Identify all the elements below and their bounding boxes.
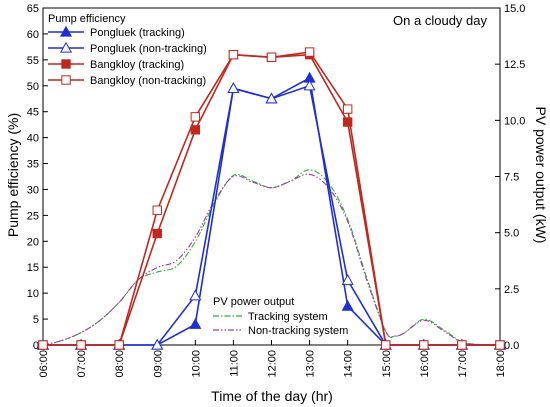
y-tick-label: 55	[27, 55, 39, 67]
data-point-marker	[114, 340, 124, 350]
y-tick-label: 45	[27, 107, 39, 119]
legend-entry-label: Bangkloy (tracking)	[90, 59, 184, 71]
data-point-marker	[189, 318, 202, 329]
data-point-marker	[61, 75, 71, 85]
y-tick-label: 65	[27, 3, 39, 15]
legend-layer: Pump efficiency Pongluek (tracking) Ponglu…	[48, 13, 348, 337]
data-point-marker	[152, 228, 162, 239]
axes-layer: 0 5 10 15 20 25 30 35 40 45 50 55 60 65 0.0 2.5 5.0 7.5 10…	[27, 3, 526, 378]
y2-tick-label: 15.0	[504, 3, 525, 15]
x-tick-label: 14:00	[343, 350, 355, 378]
y-tick-label: 40	[27, 133, 39, 145]
data-point-marker	[304, 47, 315, 57]
y-tick-label: 20	[27, 236, 39, 248]
y-tick-label: 30	[27, 184, 39, 196]
x-tick-label: 07:00	[76, 350, 88, 378]
x-tick-label: 18:00	[495, 350, 507, 378]
y-tick-label: 0	[33, 340, 39, 352]
data-point-marker	[303, 79, 316, 91]
x-tick-label: 16:00	[419, 350, 431, 378]
data-point-marker	[342, 117, 353, 127]
data-point-marker	[189, 289, 202, 301]
legend2-entry-label: Non-tracking system	[248, 325, 348, 337]
data-point-marker	[266, 52, 277, 62]
x-tick-label: 10:00	[190, 350, 202, 378]
legend2-entry-label: Tracking system	[248, 311, 328, 323]
y-tick-label: 50	[27, 81, 39, 93]
y2-tick-label: 12.5	[504, 59, 525, 71]
legend-entry-label: Pongluek (tracking)	[90, 27, 185, 39]
y-axis-title: Pump efficiency (%)	[5, 113, 21, 237]
annotation-label: On a cloudy day	[393, 13, 487, 28]
data-point-marker	[457, 340, 467, 350]
x-axis-title: Time of the day (hr)	[211, 388, 333, 404]
x-tick-label: 06:00	[38, 350, 50, 378]
y2-tick-label: 2.5	[504, 284, 519, 296]
y-tick-label: 10	[27, 288, 39, 300]
data-point-marker	[61, 59, 71, 69]
x-tick-label: 17:00	[457, 350, 469, 378]
data-point-marker	[342, 104, 353, 114]
y2-tick-label: 7.5	[504, 172, 519, 184]
y2-axis-title: PV power output (kW)	[533, 107, 549, 244]
data-point-marker	[341, 273, 354, 285]
pv-series-line-1	[42, 169, 501, 346]
data-point-marker	[228, 49, 239, 60]
data-point-marker	[76, 340, 86, 350]
y-tick-label: 60	[27, 29, 39, 41]
data-point-marker	[381, 340, 391, 350]
data-point-marker	[265, 92, 278, 104]
y2-tick-label: 0.0	[504, 340, 519, 352]
data-point-marker	[190, 125, 201, 135]
data-point-marker	[341, 299, 354, 311]
x-tick-label: 11:00	[228, 350, 240, 377]
y-tick-label: 5	[33, 314, 39, 326]
legend-entry-label: Bangkloy (non-tracking)	[90, 75, 206, 87]
y-tick-label: 25	[27, 210, 39, 222]
data-point-marker	[59, 25, 73, 37]
pv-series-line-2	[42, 173, 501, 346]
data-point-marker	[227, 82, 240, 94]
x-tick-label: 09:00	[152, 350, 164, 378]
legend-entry-label: Pongluek (non-tracking)	[90, 43, 207, 55]
data-point-marker	[152, 205, 162, 215]
y-tick-label: 15	[27, 262, 39, 274]
x-tick-label: 15:00	[381, 350, 393, 378]
legend-title: Pump efficiency	[48, 13, 126, 25]
data-point-marker	[190, 112, 201, 122]
data-point-marker	[495, 340, 505, 350]
y2-tick-label: 10.0	[504, 115, 525, 127]
data-point-marker	[419, 340, 429, 350]
data-point-marker	[38, 340, 48, 350]
x-tick-label: 13:00	[305, 350, 317, 378]
y-tick-label: 35	[27, 159, 39, 171]
x-tick-label: 08:00	[114, 350, 126, 378]
y2-tick-label: 5.0	[504, 228, 519, 240]
data-point-marker	[59, 41, 73, 53]
data-point-marker	[151, 338, 164, 350]
x-tick-label: 12:00	[267, 350, 279, 378]
legend2-title: PV power output	[213, 296, 294, 308]
series-layer	[36, 47, 507, 350]
